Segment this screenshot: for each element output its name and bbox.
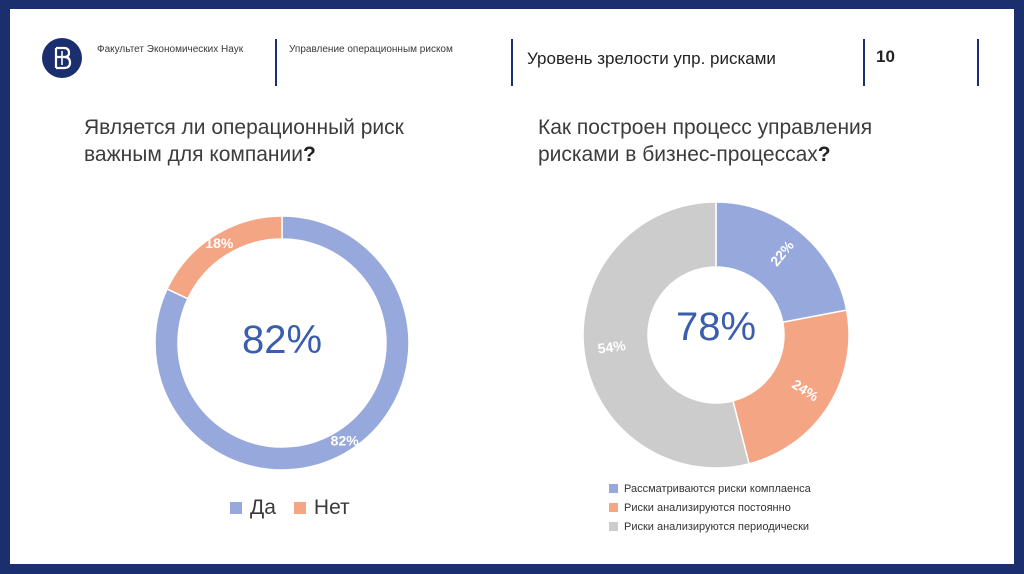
chart-1-legend: Да Нет: [230, 496, 350, 520]
legend-label-constant: Риски анализируются постоянно: [624, 501, 791, 514]
legend-label-no: Нет: [313, 496, 350, 519]
header-divider: [863, 39, 865, 86]
donut-slice-yes: [154, 215, 410, 471]
donut-slice-no: [166, 215, 283, 300]
question-2-mark: ?: [817, 143, 831, 166]
chart-1-center-value: 82%: [241, 318, 323, 362]
legend-swatch-yes: [230, 502, 242, 514]
question-1-line2: важным для компании: [84, 143, 303, 166]
header-divider: [511, 39, 513, 86]
data-label-yes: 82%: [331, 432, 360, 448]
donut-chart-process: 22%24%54%: [582, 201, 850, 469]
slide-title: Уровень зрелости упр. рисками: [527, 49, 776, 68]
question-2-line2: рисками в бизнес-процессах: [538, 143, 818, 166]
question-2: Как построен процесс управления рисками …: [538, 114, 872, 168]
question-1: Является ли операционный риск важным для…: [84, 114, 404, 168]
data-label-no: 18%: [205, 235, 234, 251]
hse-logo-icon: [42, 38, 82, 78]
legend-swatch-compliance: [609, 484, 618, 493]
legend-item: Риски анализируются постоянно: [609, 498, 811, 517]
page-number: 10: [876, 47, 895, 66]
chart-2-center-value: 78%: [675, 305, 757, 349]
question-1-mark: ?: [302, 143, 316, 166]
legend-swatch-constant: [609, 503, 618, 512]
legend-item: Риски анализируются периодически: [609, 517, 811, 536]
data-label-periodic: 54%: [597, 337, 627, 356]
donut-slice-compliance: [715, 201, 848, 324]
legend-label-periodic: Риски анализируются периодически: [624, 520, 810, 533]
legend-swatch-periodic: [609, 522, 618, 531]
donut-slice-constant: [731, 309, 850, 465]
slide: Факультет Экономических Наук Управление …: [10, 9, 1014, 564]
header-divider: [977, 39, 979, 86]
header-divider: [275, 39, 277, 86]
course-name: Управление операционным риском: [289, 44, 453, 55]
legend-label-yes: Да: [250, 496, 276, 519]
faculty-name: Факультет Экономических Наук: [97, 44, 244, 55]
donut-slice-periodic: [582, 201, 750, 469]
donut-chart-importance: 82% 18%: [154, 215, 410, 471]
legend-swatch-no: [293, 502, 306, 514]
legend-label-compliance: Рассматриваются риски комплаенса: [624, 482, 811, 495]
legend-item: Рассматриваются риски комплаенса: [609, 479, 811, 498]
question-1-line1: Является ли операционный риск: [84, 116, 404, 139]
question-2-line1: Как построен процесс управления: [538, 116, 873, 139]
chart-2-legend: Рассматриваются риски комплаенса Риски а…: [609, 479, 811, 536]
